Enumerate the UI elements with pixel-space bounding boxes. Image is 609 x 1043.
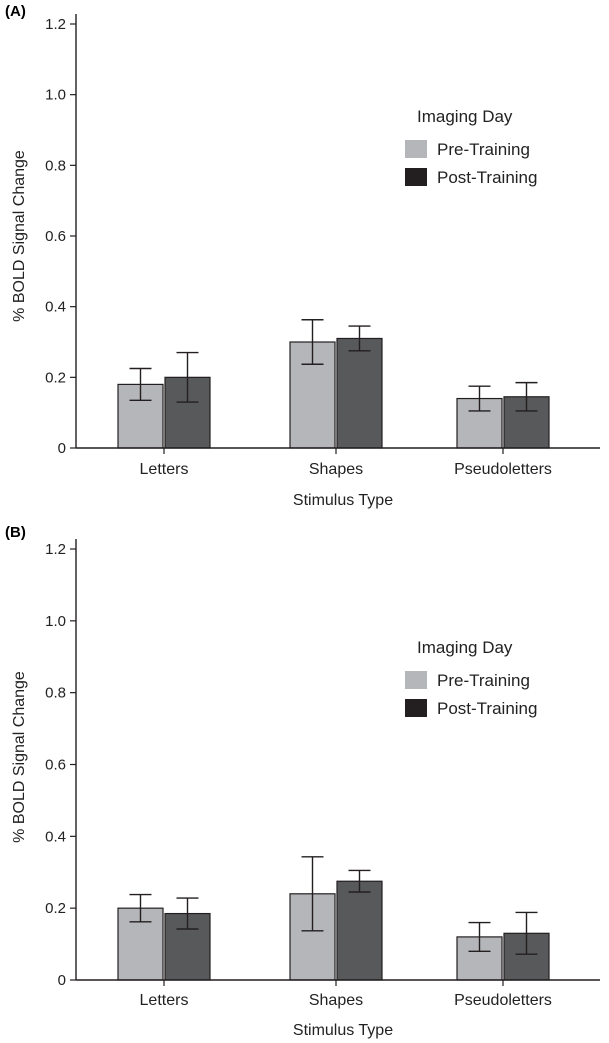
y-tick-label: 1.0	[45, 87, 66, 104]
chart-b-svg: (B) % BOLD Signal Change Stimulus Type I…	[5, 524, 600, 1039]
y-tick-label: 0.6	[45, 228, 66, 245]
bars-group	[117, 319, 550, 449]
category-label-letters: Letters	[140, 461, 189, 478]
ticks-group: Letters Shapes Pseudoletters 0 0.2 0.4 0.6 0.8 1…	[45, 16, 552, 478]
legend-title: Imaging Day	[417, 107, 513, 126]
category-label-pseudoletters: Pseudoletters	[454, 992, 552, 1009]
legend-swatch-post-training	[405, 168, 427, 186]
chart-panel-a: (A) % BOLD Signal Change Stimulus Type I…	[0, 0, 609, 521]
legend-label-post-training: Post-Training	[437, 699, 537, 718]
chart-panel-b: (B) % BOLD Signal Change Stimulus Type I…	[0, 521, 609, 1042]
ticks-group: Letters Shapes Pseudoletters 0 0.2 0.4 0.6 0.8 1…	[45, 541, 552, 1009]
bar-post-training-shapes	[336, 880, 383, 981]
y-axis-title: % BOLD Signal Change	[11, 671, 28, 843]
y-tick-label: 0	[58, 972, 66, 989]
bar-post-training-shapes	[336, 337, 383, 449]
y-tick-label: 1.2	[45, 541, 66, 558]
y-tick-label: 1.2	[45, 16, 66, 33]
x-axis-title: Stimulus Type	[293, 492, 393, 509]
y-tick-label: 0.8	[45, 685, 66, 702]
category-label-shapes: Shapes	[309, 461, 363, 478]
y-tick-label: 1.0	[45, 613, 66, 630]
category-label-pseudoletters: Pseudoletters	[454, 461, 552, 478]
y-tick-label: 0.4	[45, 828, 66, 845]
axes-group	[75, 14, 600, 449]
y-tick-label: 0.2	[45, 369, 66, 386]
category-label-letters: Letters	[140, 992, 189, 1009]
legend-label-pre-training: Pre-Training	[437, 671, 530, 690]
legend-swatch-pre-training	[405, 140, 427, 158]
y-tick-label: 0.6	[45, 757, 66, 774]
x-axis-title: Stimulus Type	[293, 1022, 393, 1039]
panel-label: (B)	[5, 524, 26, 541]
axes-group	[75, 539, 600, 981]
panel-label: (A)	[5, 3, 26, 20]
y-tick-label: 0.2	[45, 900, 66, 917]
legend-title: Imaging Day	[417, 638, 513, 657]
category-label-shapes: Shapes	[309, 992, 363, 1009]
y-tick-label: 0.8	[45, 157, 66, 174]
legend-label-post-training: Post-Training	[437, 168, 537, 187]
y-tick-label: 0	[58, 440, 66, 457]
legend-label-pre-training: Pre-Training	[437, 140, 530, 159]
chart-a-svg: (A) % BOLD Signal Change Stimulus Type I…	[5, 3, 600, 509]
y-axis-title: % BOLD Signal Change	[11, 150, 28, 322]
legend-swatch-post-training	[405, 699, 427, 717]
y-tick-label: 0.4	[45, 299, 66, 316]
bars-group	[117, 856, 550, 981]
legend-swatch-pre-training	[405, 671, 427, 689]
